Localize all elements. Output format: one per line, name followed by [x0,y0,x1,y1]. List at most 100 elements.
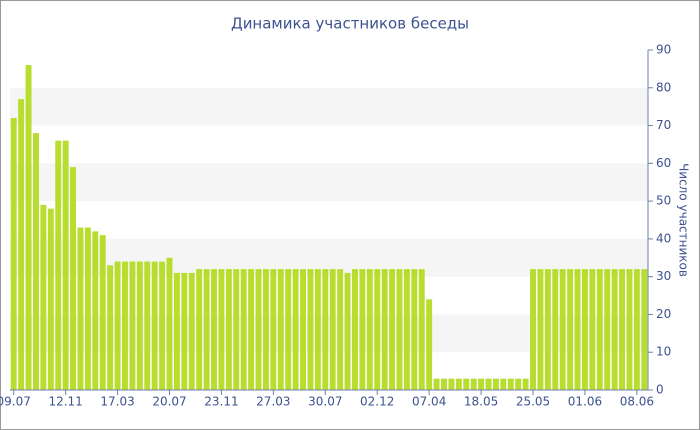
x-tick-label: 08.06 [620,395,654,409]
bar [188,272,195,390]
bar [77,227,84,390]
bar [359,269,366,390]
bar [389,269,396,390]
bar [211,269,217,390]
bar [159,261,166,390]
x-tick-label: 25.05 [516,395,550,409]
bar [166,257,173,390]
y-tick-label: 80 [656,80,671,94]
x-tick-label: 27.03 [256,395,290,409]
bar [441,378,447,390]
bar [70,167,77,390]
bar [32,133,39,390]
y-tick-label: 10 [656,345,671,359]
bar [507,378,514,390]
chart-title: Динамика участников беседы [231,15,469,33]
x-tick-label: 30.07 [308,395,342,409]
bar [47,208,54,390]
bar [277,269,284,390]
bar [55,140,62,390]
bar [314,269,321,390]
x-tick-label: 20.07 [152,395,186,409]
bar [122,261,128,390]
y-tick-label: 60 [656,156,671,170]
bar [225,269,232,390]
bar [322,269,329,390]
bar [151,261,158,390]
bar [604,269,611,390]
bar [537,269,544,390]
bar [25,65,32,390]
bar [203,269,210,390]
bar [173,272,180,390]
bar [500,378,507,390]
bar [470,378,477,390]
bar [611,269,618,390]
bar [233,269,240,390]
bar [619,269,626,390]
grid-band [10,87,648,126]
bar [366,269,373,390]
bar [18,99,25,390]
x-tick-label: 18.05 [464,395,498,409]
bar [270,269,277,390]
bar [40,204,47,390]
bar [448,378,455,390]
bar [240,269,247,390]
bar [62,140,69,390]
y-tick-label: 0 [656,383,664,397]
x-tick-label: 02.12 [360,395,394,409]
bar [374,269,381,390]
bar [567,269,574,390]
x-tick-label: 09.07 [0,395,31,409]
y-tick-label: 90 [656,43,671,57]
bar [403,269,410,390]
y-tick-label: 50 [656,194,671,208]
bar [596,269,603,390]
bar [626,269,633,390]
x-tick-label: 23.11 [204,395,238,409]
x-tick-label: 01.06 [568,395,602,409]
bar [107,265,114,390]
bar [84,227,91,390]
bar [641,269,648,390]
bar [92,231,99,390]
bar [144,261,151,390]
bar [300,269,307,390]
bar [426,299,433,390]
bar [114,261,121,390]
bar [381,269,388,390]
bar [492,378,499,390]
bar [411,269,418,390]
bar [433,378,440,390]
y-axis-label: Число участников [677,163,691,277]
x-tick-label: 07.04 [412,395,446,409]
bar [552,269,559,390]
bar [99,235,106,390]
y-tick-label: 20 [656,307,671,321]
bar [344,272,351,390]
bar [396,269,403,390]
bar [463,378,470,390]
bar [181,272,188,390]
bar [485,378,492,390]
bar [581,269,588,390]
x-tick-label: 12.11 [48,395,82,409]
bar [544,269,551,390]
bar [418,269,425,390]
bar [589,269,596,390]
bar [262,269,269,390]
bar [633,269,640,390]
bar [478,378,485,390]
y-tick-label: 40 [656,231,671,245]
bar [515,378,522,390]
bar [574,269,581,390]
x-tick-label: 17.03 [100,395,134,409]
bar [329,269,336,390]
bar [337,269,344,390]
bar [10,118,17,390]
grid-band [10,163,648,202]
bar [307,269,314,390]
bar [351,269,358,390]
